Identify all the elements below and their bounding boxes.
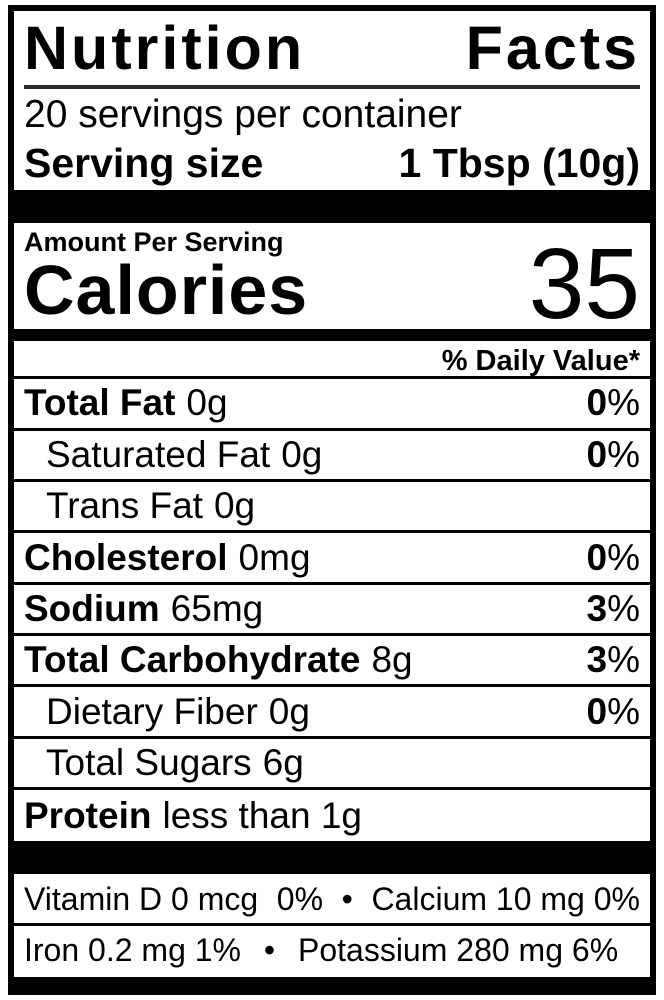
nutrient-name: Dietary Fiber [46, 690, 258, 732]
nutrient-amount: 6g [262, 741, 304, 783]
calories-value: 35 [528, 228, 640, 341]
nutrient-name: Total Fat [24, 382, 176, 424]
nutrient-row-cholesterol: Cholesterol 0mg 0% [14, 533, 650, 585]
nutrient-row-saturated-fat: Saturated Fat 0g 0% [14, 431, 650, 482]
micronutrient-row-2: Iron 0.2 mg 1% • Potassium 280 mg 6% [14, 926, 650, 977]
nutrient-amount: 8g [371, 639, 413, 681]
nutrient-amount: 0g [213, 485, 256, 527]
nutrient-row-dietary-fiber: Dietary Fiber 0g 0% [14, 687, 650, 739]
bullet-separator: • [263, 931, 276, 968]
calcium-text: Calcium 10 mg 0% [371, 880, 640, 917]
nutrient-dv: 0% [586, 690, 640, 732]
nutrient-name: Saturated Fat [46, 433, 271, 475]
nutrient-row-trans-fat: Trans Fat 0g [14, 482, 650, 534]
nutrient-dv: 0% [586, 382, 640, 424]
nutrient-name: Sodium [24, 587, 160, 629]
nutrient-name: Protein [24, 794, 152, 836]
nutrient-dv: 0% [586, 433, 640, 475]
calories-label: Calories [24, 251, 309, 330]
nutrient-amount: 0mg [238, 536, 311, 578]
separator-bar-medium [14, 329, 650, 342]
serving-size-row: Serving size 1 Tbsp (10g) [14, 139, 650, 190]
potassium-text: Potassium 280 mg 6% [297, 931, 619, 968]
serving-size-value: 1 Tbsp (10g) [398, 140, 640, 186]
nutrient-amount: less than 1g [162, 794, 362, 836]
nutrient-amount: 0g [186, 382, 228, 424]
calories-left-column: Amount Per Serving Calories [24, 227, 309, 330]
separator-bar-thick-bottom [14, 841, 650, 875]
daily-value-header: % Daily Value* [14, 341, 650, 380]
bullet-separator: • [341, 880, 353, 917]
nutrient-dv: 0% [586, 536, 640, 578]
separator-bar-thick-top [14, 190, 650, 224]
nutrient-name: Total Sugars [46, 741, 252, 783]
nutrient-amount: 0g [281, 433, 323, 475]
nutrient-row-total-carbohydrate: Total Carbohydrate 8g 3% [14, 636, 650, 688]
vitamin-d-text: Vitamin D 0 mcg [24, 880, 259, 917]
micronutrient-row-1: Vitamin D 0 mcg 0% • Calcium 10 mg 0% [14, 874, 650, 926]
nutrient-row-sodium: Sodium 65mg 3% [14, 585, 650, 637]
nutrition-facts-label: Nutrition Facts 20 servings per containe… [8, 5, 656, 995]
nutrient-dv: 3% [586, 639, 640, 681]
nutrient-name: Cholesterol [24, 536, 228, 578]
title-divider [24, 85, 640, 89]
nutrient-row-total-fat: Total Fat 0g 0% [14, 379, 650, 431]
title-word-nutrition: Nutrition [24, 14, 306, 82]
serving-size-label: Serving size [24, 140, 264, 186]
nutrient-amount: 0g [268, 690, 310, 732]
nutrient-row-protein: Protein less than 1g [14, 790, 650, 841]
nutrient-row-total-sugars: Total Sugars 6g [14, 739, 650, 791]
nutrient-amount: 65mg [170, 587, 264, 629]
label-header: Nutrition Facts [14, 11, 650, 89]
nutrient-dv: 3% [586, 587, 640, 629]
amount-per-serving-label: Amount Per Serving [24, 227, 284, 258]
nutrient-name: Trans Fat [46, 485, 203, 527]
servings-per-container: 20 servings per container [24, 93, 462, 136]
separator-bar-bottom [14, 977, 650, 989]
iron-text: Iron 0.2 mg 1% [24, 931, 241, 968]
label-title: Nutrition Facts [24, 13, 640, 83]
calories-section: Amount Per Serving Calories 35 [14, 223, 650, 341]
vitamin-d-dv: 0% [276, 880, 324, 917]
title-word-facts: Facts [465, 14, 640, 82]
nutrient-name: Total Carbohydrate [24, 639, 361, 681]
